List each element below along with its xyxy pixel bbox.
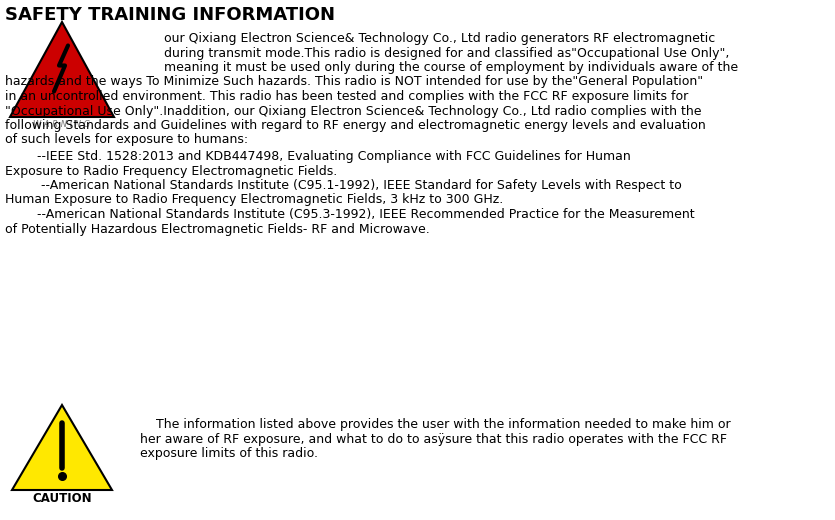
Text: SAFETY TRAINING INFORMATION: SAFETY TRAINING INFORMATION (5, 6, 335, 24)
Text: The information listed above provides the user with the information needed to ma: The information listed above provides th… (140, 418, 731, 431)
Text: exposure limits of this radio.: exposure limits of this radio. (140, 447, 318, 460)
Text: following Standards and Guidelines with regard to RF energy and electromagnetic : following Standards and Guidelines with … (5, 119, 706, 132)
Text: her aware of RF exposure, and what to do to asÿsure that this radio operates wit: her aware of RF exposure, and what to do… (140, 433, 727, 446)
Text: --American National Standards Institute (C95.1-1992), IEEE Standard for Safety L: --American National Standards Institute … (5, 179, 681, 192)
Text: meaning it must be used only during the course of employment by individuals awar: meaning it must be used only during the … (140, 61, 738, 74)
Polygon shape (12, 405, 112, 490)
Text: during transmit mode.This radio is designed for and classified as"Occupational U: during transmit mode.This radio is desig… (140, 46, 730, 59)
Text: Human Exposure to Radio Frequency Electromagnetic Fields, 3 kHz to 300 GHz.: Human Exposure to Radio Frequency Electr… (5, 193, 504, 206)
Text: --IEEE Std. 1528:2013 and KDB447498, Evaluating Compliance with FCC Guidelines f: --IEEE Std. 1528:2013 and KDB447498, Eva… (5, 150, 630, 163)
Text: "Occupational Use Only".Inaddition, our Qixiang Electron Science& Technology Co.: "Occupational Use Only".Inaddition, our … (5, 105, 701, 118)
Text: hazards,and the ways To Minimize Such hazards. This radio is NOT intended for us: hazards,and the ways To Minimize Such ha… (5, 75, 703, 88)
Text: --American National Standards Institute (C95.3-1992), IEEE Recommended Practice : --American National Standards Institute … (5, 208, 695, 221)
Text: of Potentially Hazardous Electromagnetic Fields- RF and Microwave.: of Potentially Hazardous Electromagnetic… (5, 223, 430, 236)
Text: in an uncontrolled environment. This radio has been tested and complies with the: in an uncontrolled environment. This rad… (5, 90, 688, 103)
Text: W A R N I N G: W A R N I N G (33, 120, 90, 129)
Text: our Qixiang Electron Science& Technology Co., Ltd radio generators RF electromag: our Qixiang Electron Science& Technology… (140, 32, 716, 45)
Polygon shape (10, 22, 114, 117)
Text: Exposure to Radio Frequency Electromagnetic Fields.: Exposure to Radio Frequency Electromagne… (5, 164, 337, 177)
Text: CAUTION: CAUTION (33, 492, 92, 505)
Text: of such levels for exposure to humans:: of such levels for exposure to humans: (5, 134, 248, 147)
